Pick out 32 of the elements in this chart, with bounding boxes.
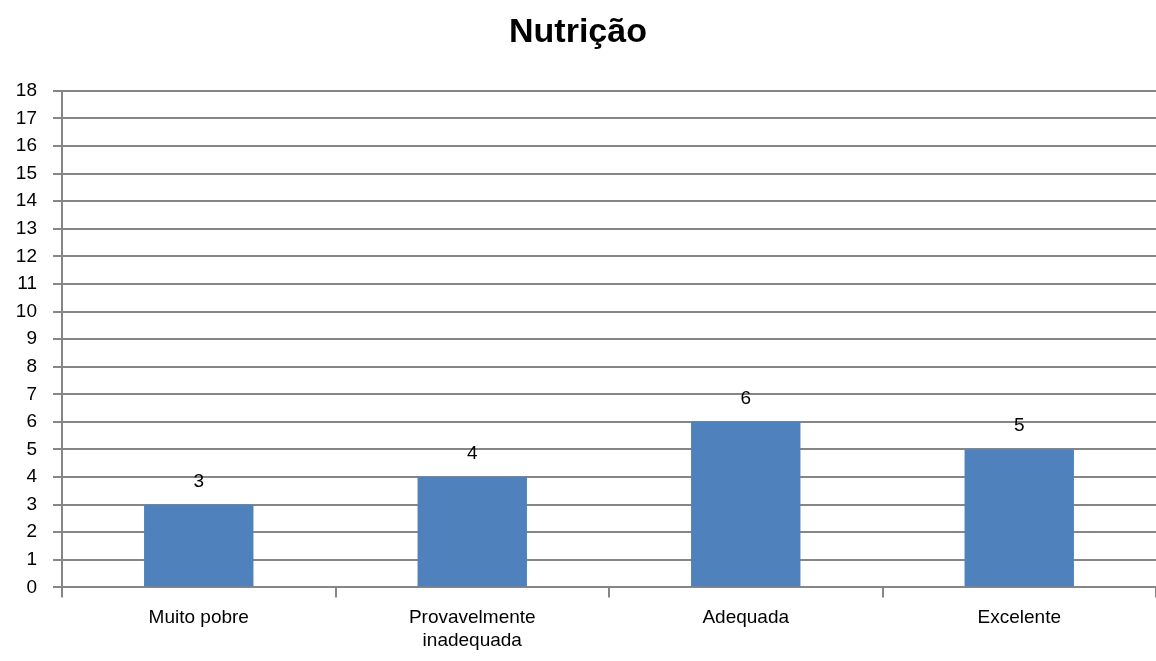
x-tick-label: Adequada — [702, 606, 790, 628]
y-tick-label: 10 — [15, 299, 37, 321]
x-tick-label: Provavelmente inadequada — [408, 606, 536, 650]
y-tick-label: 1 — [26, 548, 37, 570]
y-tick-label: 13 — [15, 216, 37, 238]
bar — [417, 477, 527, 587]
y-tick-label: 11 — [17, 272, 37, 294]
bar — [691, 421, 801, 587]
y-tick-label: 12 — [15, 244, 37, 266]
y-tick-label: 0 — [26, 575, 37, 597]
y-tick-label: 2 — [26, 520, 37, 542]
y-tick-label: 8 — [26, 354, 37, 376]
chart-title: Nutrição — [509, 10, 647, 49]
bar — [964, 449, 1074, 587]
y-tick-label: 15 — [15, 161, 37, 183]
data-label: 5 — [1013, 414, 1025, 436]
y-tick-label: 7 — [26, 382, 37, 404]
bar — [144, 504, 254, 587]
y-tick-label: 6 — [26, 410, 37, 432]
y-tick-label: 4 — [26, 465, 38, 487]
y-tick-label: 14 — [15, 189, 38, 211]
y-tick-label: 17 — [15, 106, 37, 128]
y-tick-label: 5 — [26, 437, 37, 459]
x-tick-label: Muito pobre — [148, 606, 249, 628]
data-label: 4 — [466, 442, 478, 464]
x-tick-label: Excelente — [977, 606, 1061, 628]
y-tick-label: 3 — [26, 492, 37, 514]
data-label: 6 — [740, 386, 752, 408]
y-tick-label: 9 — [26, 327, 37, 349]
data-label: 3 — [193, 469, 205, 491]
y-tick-label: 18 — [15, 79, 37, 101]
y-tick-label: 16 — [15, 134, 37, 156]
